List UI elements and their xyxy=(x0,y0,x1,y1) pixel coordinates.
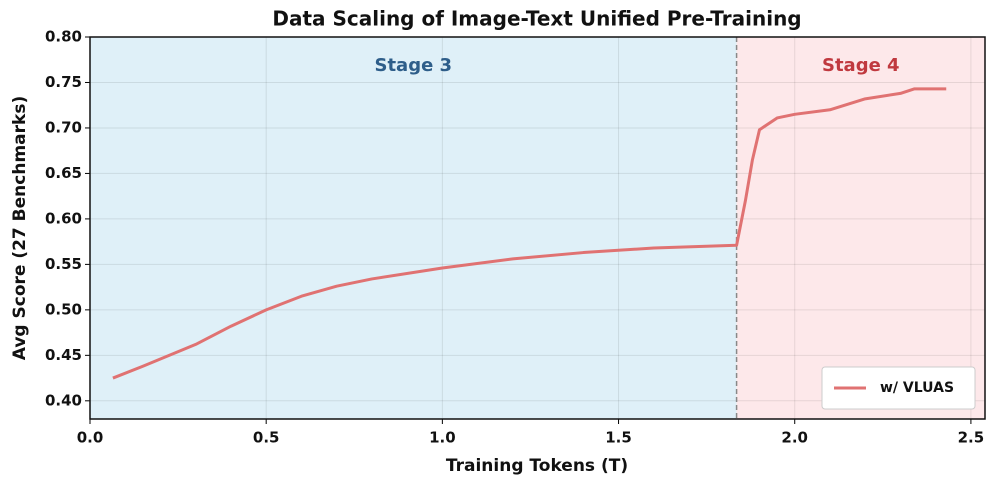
y-tick-label: 0.45 xyxy=(45,346,82,364)
region-label: Stage 4 xyxy=(822,55,900,76)
y-tick-label: 0.40 xyxy=(45,391,82,409)
y-tick-label: 0.60 xyxy=(45,209,82,227)
y-tick-label: 0.50 xyxy=(45,300,82,318)
y-tick-label: 0.70 xyxy=(45,118,82,136)
y-tick-label: 0.75 xyxy=(45,73,82,91)
region xyxy=(90,37,737,419)
legend-box xyxy=(821,366,976,410)
region xyxy=(736,37,985,419)
legend-label: w/ VLUAS xyxy=(880,380,954,396)
x-tick-label: 2.0 xyxy=(781,429,808,447)
x-tick-label: 1.5 xyxy=(605,429,632,447)
data-line xyxy=(112,87,947,380)
x-tick-label: 1.0 xyxy=(429,429,456,447)
x-axis-label: Training Tokens (T) xyxy=(446,456,628,476)
y-tick-label: 0.55 xyxy=(45,255,82,273)
region-label: Stage 3 xyxy=(374,55,452,76)
y-tick-label: 0.80 xyxy=(45,28,82,46)
x-tick-label: 0.0 xyxy=(77,429,104,447)
chart-title: Data Scaling of Image-Text Unified Pre-T… xyxy=(272,7,801,31)
y-tick-label: 0.65 xyxy=(45,164,82,182)
y-axis-label: Avg Score (27 Benchmarks) xyxy=(10,96,30,360)
plot-frame xyxy=(89,36,986,420)
x-tick-label: 0.5 xyxy=(253,429,280,447)
x-tick-label: 2.5 xyxy=(958,429,985,447)
